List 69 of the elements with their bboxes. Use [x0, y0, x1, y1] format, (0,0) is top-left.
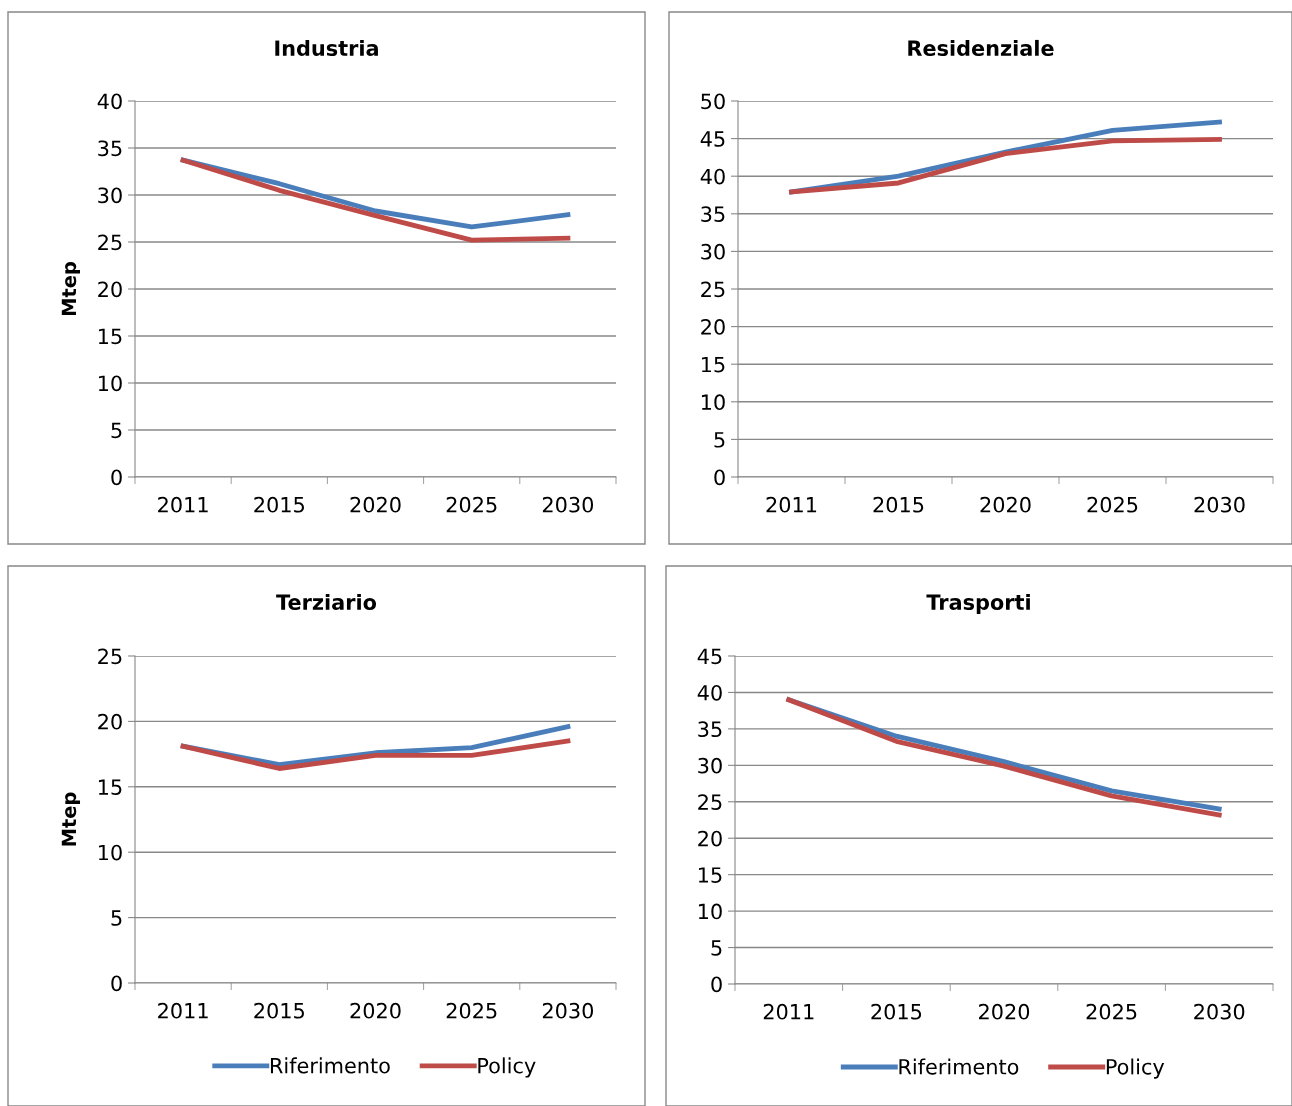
- chart-title: Terziario: [276, 593, 377, 611]
- x-tick-label: 2011: [763, 1003, 814, 1020]
- y-tick-label: 20: [98, 713, 122, 730]
- y-tick-label: 20: [698, 830, 722, 847]
- x-tick-label: 2030: [1194, 496, 1245, 513]
- y-tick-label: 45: [697, 648, 722, 665]
- x-tick-label: 2015: [254, 496, 304, 513]
- x-tick-label: 2011: [766, 496, 817, 513]
- y-tick-label: 15: [98, 328, 122, 345]
- y-axis-title: Mtep: [61, 262, 81, 316]
- y-tick-label: 40: [700, 168, 725, 185]
- y-tick-label: 5: [711, 940, 722, 956]
- x-tick-label: 2030: [542, 496, 594, 513]
- y-axis-title: Mtep: [61, 792, 81, 846]
- y-tick-label: 30: [701, 243, 725, 260]
- y-tick-label: 35: [698, 721, 722, 738]
- y-tick-label: 0: [714, 469, 725, 486]
- y-tick-label: 5: [111, 422, 122, 439]
- x-tick-label: 2025: [1087, 496, 1138, 513]
- legend-label: Riferimento: [899, 1058, 1019, 1075]
- y-tick-label: 20: [701, 319, 725, 335]
- y-tick-label: 10: [701, 394, 725, 411]
- y-tick-label: 5: [111, 910, 122, 926]
- x-tick-label: 2025: [446, 496, 497, 513]
- x-tick-label: 2025: [446, 1002, 497, 1019]
- x-tick-label: 2011: [158, 496, 208, 513]
- x-tick-label: 2011: [158, 1002, 208, 1019]
- y-tick-label: 0: [711, 976, 722, 993]
- y-tick-label: 0: [111, 469, 122, 486]
- chart-title: Residenziale: [908, 39, 1054, 57]
- y-tick-label: 10: [98, 375, 122, 392]
- x-tick-label: 2020: [980, 496, 1031, 513]
- line-series: [180, 738, 571, 771]
- y-tick-label: 15: [98, 779, 122, 796]
- chart-title: Trasporti: [926, 593, 1030, 615]
- y-tick-label: 40: [697, 684, 722, 701]
- y-tick-label: 25: [701, 281, 725, 298]
- y-tick-label: 40: [97, 93, 122, 110]
- legend-label: Policy: [478, 1057, 536, 1078]
- y-tick-label: 25: [98, 648, 122, 665]
- x-tick-label: 2015: [873, 496, 924, 513]
- legend-label: Riferimento: [270, 1057, 390, 1074]
- legend-label: Policy: [1106, 1058, 1165, 1079]
- y-tick-label: 15: [698, 867, 722, 883]
- line-series: [180, 157, 571, 243]
- y-tick-label: 35: [701, 206, 725, 223]
- y-tick-label: 25: [698, 794, 722, 810]
- x-tick-label: 2015: [871, 1003, 922, 1020]
- x-tick-label: 2020: [979, 1003, 1030, 1020]
- x-tick-label: 2025: [1086, 1003, 1137, 1020]
- y-tick-label: 50: [701, 93, 725, 110]
- y-tick-label: 30: [698, 757, 722, 774]
- x-tick-label: 2030: [1194, 1003, 1245, 1020]
- chart-title: Industria: [275, 39, 378, 57]
- y-tick-label: 30: [98, 187, 122, 204]
- x-tick-label: 2020: [350, 496, 401, 513]
- y-tick-label: 45: [700, 131, 725, 147]
- line-series: [789, 136, 1222, 195]
- y-tick-label: 25: [98, 234, 122, 251]
- y-tick-label: 5: [714, 432, 725, 448]
- x-tick-label: 2020: [350, 1002, 401, 1019]
- y-tick-label: 35: [98, 140, 122, 157]
- x-tick-label: 2015: [254, 1002, 304, 1019]
- y-tick-label: 15: [701, 356, 725, 373]
- x-tick-label: 2030: [542, 1002, 594, 1019]
- y-tick-label: 10: [698, 903, 722, 920]
- y-tick-label: 10: [98, 844, 122, 861]
- y-tick-label: 0: [111, 975, 122, 992]
- y-tick-label: 20: [98, 281, 122, 298]
